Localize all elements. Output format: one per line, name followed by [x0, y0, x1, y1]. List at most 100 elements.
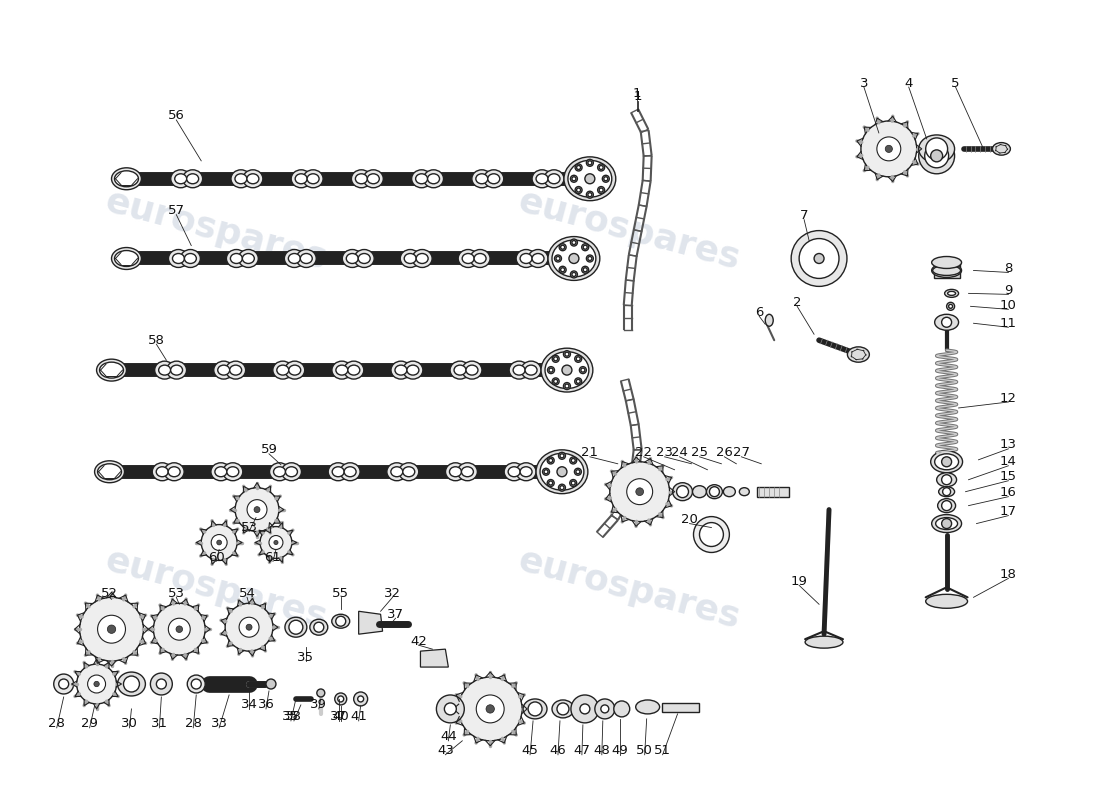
Ellipse shape — [295, 174, 307, 184]
Circle shape — [552, 355, 559, 362]
Text: eurospares: eurospares — [515, 543, 745, 635]
Circle shape — [600, 166, 603, 170]
Text: 41: 41 — [350, 710, 367, 723]
Ellipse shape — [462, 466, 473, 477]
Circle shape — [636, 488, 644, 495]
Circle shape — [942, 457, 952, 466]
Text: eurospares: eurospares — [515, 185, 745, 277]
Text: 8: 8 — [1004, 262, 1013, 275]
Text: 6: 6 — [755, 306, 763, 319]
Circle shape — [574, 355, 582, 362]
Ellipse shape — [532, 254, 544, 263]
Circle shape — [549, 458, 552, 462]
Ellipse shape — [187, 174, 199, 184]
Ellipse shape — [239, 250, 258, 267]
Text: 39: 39 — [310, 698, 327, 711]
Ellipse shape — [277, 365, 289, 375]
Circle shape — [254, 506, 260, 513]
Circle shape — [559, 452, 565, 459]
Text: 20: 20 — [681, 513, 698, 526]
Polygon shape — [420, 649, 449, 667]
Circle shape — [571, 458, 575, 462]
Text: 34: 34 — [241, 698, 257, 711]
Ellipse shape — [487, 174, 499, 184]
Ellipse shape — [114, 170, 139, 186]
Circle shape — [156, 679, 166, 689]
Text: 53: 53 — [241, 521, 257, 534]
Circle shape — [552, 378, 559, 385]
Circle shape — [334, 693, 346, 705]
Ellipse shape — [273, 361, 293, 379]
Circle shape — [597, 186, 605, 194]
Circle shape — [561, 268, 564, 272]
Ellipse shape — [282, 462, 301, 481]
Text: 9: 9 — [1004, 284, 1013, 297]
Text: 15: 15 — [1000, 470, 1016, 483]
Circle shape — [358, 696, 364, 702]
Ellipse shape — [342, 250, 362, 267]
Ellipse shape — [292, 170, 311, 188]
Text: 51: 51 — [654, 744, 671, 758]
Ellipse shape — [636, 700, 660, 714]
Ellipse shape — [180, 250, 200, 267]
Ellipse shape — [332, 614, 350, 628]
Ellipse shape — [513, 365, 525, 375]
Circle shape — [565, 352, 569, 356]
Circle shape — [336, 616, 345, 626]
Ellipse shape — [805, 636, 843, 648]
Ellipse shape — [310, 619, 328, 635]
Ellipse shape — [428, 174, 440, 184]
Ellipse shape — [544, 352, 588, 389]
Ellipse shape — [185, 254, 197, 263]
Text: 17: 17 — [1000, 505, 1016, 518]
Circle shape — [942, 318, 952, 327]
Circle shape — [576, 470, 580, 474]
Ellipse shape — [466, 365, 478, 375]
Ellipse shape — [520, 466, 532, 477]
Circle shape — [187, 675, 206, 693]
Circle shape — [614, 701, 629, 717]
Ellipse shape — [300, 254, 312, 263]
Text: 52: 52 — [101, 587, 118, 600]
Circle shape — [314, 622, 323, 632]
Circle shape — [948, 304, 953, 308]
Circle shape — [459, 677, 522, 741]
Text: 55: 55 — [332, 587, 349, 600]
Circle shape — [94, 682, 99, 686]
Text: 4: 4 — [904, 77, 913, 90]
Circle shape — [79, 598, 143, 661]
Ellipse shape — [462, 254, 474, 263]
Circle shape — [565, 384, 569, 388]
Circle shape — [354, 692, 367, 706]
Ellipse shape — [424, 170, 443, 188]
Circle shape — [289, 620, 302, 634]
Ellipse shape — [400, 250, 420, 267]
Circle shape — [595, 699, 615, 719]
Circle shape — [886, 146, 892, 153]
Ellipse shape — [454, 365, 466, 375]
Circle shape — [270, 535, 283, 550]
Ellipse shape — [286, 466, 297, 477]
Ellipse shape — [932, 263, 961, 278]
Text: 29: 29 — [81, 718, 98, 730]
Circle shape — [942, 518, 952, 529]
Circle shape — [569, 254, 579, 263]
Circle shape — [570, 457, 576, 464]
Ellipse shape — [937, 473, 957, 486]
Circle shape — [576, 357, 580, 361]
Circle shape — [77, 664, 117, 704]
Circle shape — [791, 230, 847, 286]
Circle shape — [549, 368, 553, 372]
Circle shape — [942, 501, 952, 510]
Ellipse shape — [516, 462, 536, 481]
Ellipse shape — [552, 700, 574, 718]
Text: 32: 32 — [384, 587, 402, 600]
Ellipse shape — [97, 359, 126, 381]
Ellipse shape — [395, 365, 407, 375]
Text: eurospares: eurospares — [101, 185, 331, 277]
Text: 3: 3 — [860, 77, 868, 90]
Ellipse shape — [933, 266, 960, 275]
Ellipse shape — [98, 464, 121, 480]
Circle shape — [547, 479, 554, 486]
Ellipse shape — [524, 699, 547, 719]
